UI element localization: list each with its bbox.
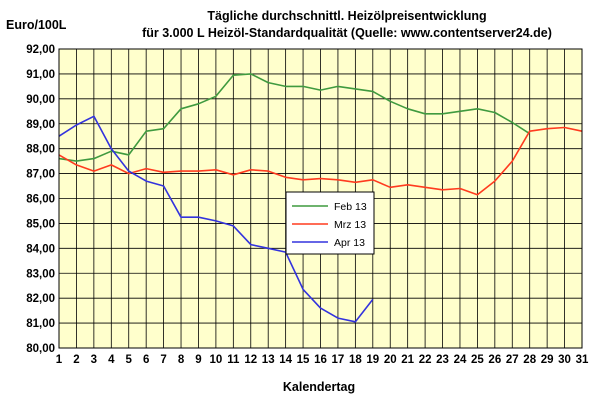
- x-tick-label: 23: [436, 354, 449, 366]
- x-tick-label: 28: [523, 354, 536, 366]
- y-tick-label: 81,00: [26, 318, 55, 330]
- x-axis-label: Kalendertag: [283, 380, 355, 394]
- x-tick-label: 15: [297, 354, 310, 366]
- legend-label-feb-13: Feb 13: [334, 201, 367, 213]
- x-tick-label: 19: [366, 354, 379, 366]
- legend-label-mrz-13: Mrz 13: [334, 219, 366, 231]
- x-tick-label: 29: [541, 354, 554, 366]
- x-tick-label: 22: [419, 354, 432, 366]
- x-tick-labels: 1 2 3 4 5 6 7 8 9 10 11 12 13 14 15 16 17 18 19 20 21 22 23 24 2…: [56, 354, 589, 366]
- series-line-apr-13: [58, 115, 374, 323]
- chart-subtitle: für 3.000 L Heizöl-Standardqualität (Que…: [142, 26, 552, 40]
- x-tick-label: 5: [126, 354, 133, 366]
- x-tick-label: 8: [178, 354, 185, 366]
- y-tick-label: 88,00: [26, 144, 55, 156]
- x-tick-label: 30: [558, 354, 571, 366]
- y-tick-label: 86,00: [26, 194, 55, 206]
- legend-items: Feb 13 Mrz 13 Apr 13: [292, 201, 367, 249]
- x-tick-label: 25: [471, 354, 484, 366]
- plot-border: [58, 48, 583, 349]
- y-tick-label: 91,00: [26, 69, 55, 81]
- x-tick-label: 17: [332, 354, 345, 366]
- x-tick-label: 7: [160, 354, 166, 366]
- series-line-mrz-13: [58, 126, 583, 196]
- x-tick-label: 21: [401, 354, 414, 366]
- y-tick-label: 82,00: [26, 293, 55, 305]
- y-tick-label: 84,00: [26, 243, 55, 255]
- x-tick-label: 6: [143, 354, 149, 366]
- series-lines: [58, 73, 583, 323]
- x-tick-label: 11: [227, 354, 240, 366]
- legend-box: [285, 191, 375, 255]
- legend: Feb 13 Mrz 13 Apr 13: [285, 191, 375, 255]
- x-tick-label: 10: [210, 354, 223, 366]
- y-tick-label: 87,00: [26, 169, 55, 181]
- y-axis-label: Euro/100L: [6, 18, 67, 32]
- x-tick-label: 3: [91, 354, 97, 366]
- x-tick-label: 16: [314, 354, 327, 366]
- chart-title: Tägliche durchschnittl. Heizölpreisentwi…: [207, 9, 486, 23]
- y-tick-label: 90,00: [26, 94, 55, 106]
- x-tick-label: 12: [244, 354, 257, 366]
- y-tick-labels: 80,00 81,00 82,00 83,00 84,00 85,00 86,00 87,00…: [26, 44, 55, 355]
- x-tick-label: 13: [262, 354, 275, 366]
- x-tick-label: 24: [454, 354, 467, 366]
- legend-label-apr-13: Apr 13: [334, 237, 365, 249]
- x-tick-label: 26: [488, 354, 501, 366]
- y-tick-label: 80,00: [26, 343, 55, 355]
- x-tick-label: 1: [56, 354, 63, 366]
- x-tick-label: 20: [384, 354, 397, 366]
- x-tick-label: 31: [576, 354, 589, 366]
- x-tick-label: 27: [506, 354, 519, 366]
- x-tick-label: 9: [195, 354, 201, 366]
- x-tick-label: 4: [108, 354, 115, 366]
- y-tick-label: 83,00: [26, 268, 55, 280]
- y-tick-label: 89,00: [26, 119, 55, 131]
- y-tick-label: 92,00: [26, 44, 55, 56]
- x-tick-label: 14: [279, 354, 292, 366]
- series-line-feb-13: [58, 73, 531, 162]
- y-tick-label: 85,00: [26, 218, 55, 230]
- x-tick-label: 2: [73, 354, 79, 366]
- x-tick-label: 18: [349, 354, 362, 366]
